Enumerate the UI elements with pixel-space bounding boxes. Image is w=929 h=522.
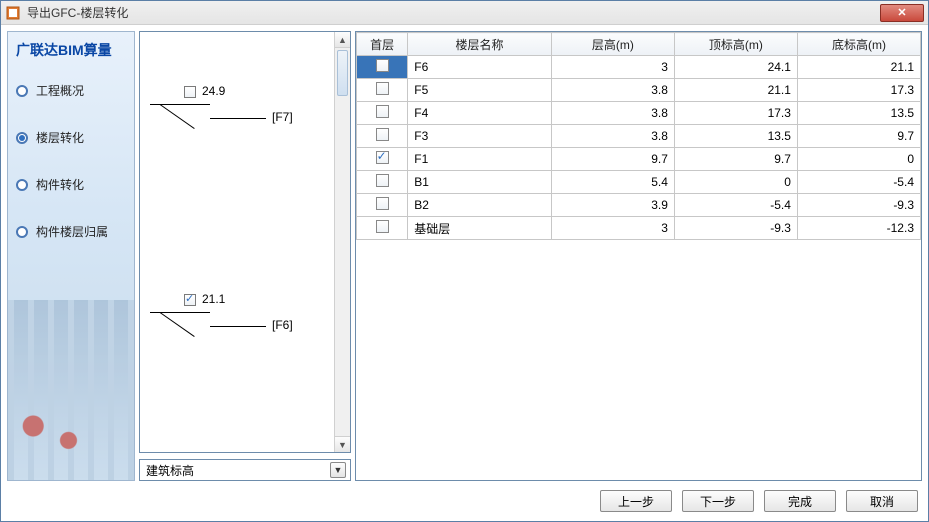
table-row[interactable]: F53.821.117.3 [357, 79, 921, 102]
cell-top: 24.1 [674, 56, 797, 79]
cell-name: F6 [408, 56, 552, 79]
sidebar-item-1[interactable]: 楼层转化 [14, 125, 128, 150]
col-header[interactable]: 顶标高(m) [674, 33, 797, 56]
select-value: 建筑标高 [146, 462, 194, 479]
cell-bottom: 0 [797, 148, 920, 171]
radio-icon [16, 132, 28, 144]
cell-top: 21.1 [674, 79, 797, 102]
cell-top: -9.3 [674, 217, 797, 240]
elevation-type-select[interactable]: 建筑标高 ▼ [139, 459, 351, 481]
col-header[interactable]: 底标高(m) [797, 33, 920, 56]
row-checkbox[interactable] [376, 197, 389, 210]
sidebar-item-label: 构件转化 [36, 176, 84, 193]
cell-height: 9.7 [551, 148, 674, 171]
body: 广联达BIM算量 工程概况楼层转化构件转化构件楼层归属 24.9 [F7] 21.1… [1, 25, 928, 487]
radio-icon [16, 179, 28, 191]
sidebar-item-label: 构件楼层归属 [36, 223, 108, 240]
window: 导出GFC-楼层转化 ✕ 广联达BIM算量 工程概况楼层转化构件转化构件楼层归属… [0, 0, 929, 522]
row-checkbox[interactable] [376, 128, 389, 141]
scroll-thumb[interactable] [337, 50, 348, 96]
table-row[interactable]: F43.817.313.5 [357, 102, 921, 125]
floor-mark-elev: 24.9 [202, 84, 225, 98]
preview-canvas: 24.9 [F7] 21.1 [F6] ▲ ▼ [139, 31, 351, 453]
cell-name: F5 [408, 79, 552, 102]
cell-height: 3 [551, 217, 674, 240]
cell-height: 5.4 [551, 171, 674, 194]
table-row[interactable]: B15.40-5.4 [357, 171, 921, 194]
row-checkbox[interactable] [376, 151, 389, 164]
col-header[interactable]: 层高(m) [551, 33, 674, 56]
cell-name: B2 [408, 194, 552, 217]
cell-top: -5.4 [674, 194, 797, 217]
cell-height: 3.8 [551, 79, 674, 102]
cell-top: 13.5 [674, 125, 797, 148]
titlebar: 导出GFC-楼层转化 ✕ [1, 1, 928, 25]
cell-top: 17.3 [674, 102, 797, 125]
col-header[interactable]: 楼层名称 [408, 33, 552, 56]
table-row[interactable]: B23.9-5.4-9.3 [357, 194, 921, 217]
preview-scrollbar[interactable]: ▲ ▼ [334, 32, 350, 452]
sidebar: 广联达BIM算量 工程概况楼层转化构件转化构件楼层归属 [7, 31, 135, 481]
prev-button[interactable]: 上一步 [600, 490, 672, 512]
row-checkbox[interactable] [376, 174, 389, 187]
close-button[interactable]: ✕ [880, 4, 924, 22]
sidebar-item-3[interactable]: 构件楼层归属 [14, 219, 128, 244]
cell-bottom: 9.7 [797, 125, 920, 148]
table-row[interactable]: F6324.121.1 [357, 56, 921, 79]
cell-height: 3.8 [551, 102, 674, 125]
cell-bottom: -12.3 [797, 217, 920, 240]
window-title: 导出GFC-楼层转化 [27, 4, 880, 21]
sidebar-item-label: 工程概况 [36, 82, 84, 99]
cell-bottom: 13.5 [797, 102, 920, 125]
cell-top: 9.7 [674, 148, 797, 171]
floor-mark-label: [F7] [272, 110, 293, 124]
floor-table-container: 首层楼层名称层高(m)顶标高(m)底标高(m) F6324.121.1F53.8… [355, 31, 922, 481]
app-icon [5, 5, 21, 21]
footer: 上一步 下一步 完成 取消 [1, 487, 928, 521]
cell-name: F1 [408, 148, 552, 171]
floor-mark-checkbox[interactable] [184, 294, 196, 306]
sidebar-decoration [8, 300, 134, 480]
floor-mark-checkbox[interactable] [184, 86, 196, 98]
cell-bottom: -9.3 [797, 194, 920, 217]
cell-name: F3 [408, 125, 552, 148]
cell-height: 3 [551, 56, 674, 79]
row-checkbox[interactable] [376, 59, 389, 72]
sidebar-item-0[interactable]: 工程概况 [14, 78, 128, 103]
radio-icon [16, 85, 28, 97]
cell-bottom: 21.1 [797, 56, 920, 79]
col-header[interactable]: 首层 [357, 33, 408, 56]
cell-height: 3.9 [551, 194, 674, 217]
floor-table: 首层楼层名称层高(m)顶标高(m)底标高(m) F6324.121.1F53.8… [356, 32, 921, 240]
row-checkbox[interactable] [376, 105, 389, 118]
cell-height: 3.8 [551, 125, 674, 148]
cell-name: 基础层 [408, 217, 552, 240]
cell-name: B1 [408, 171, 552, 194]
cell-bottom: 17.3 [797, 79, 920, 102]
sidebar-item-2[interactable]: 构件转化 [14, 172, 128, 197]
radio-icon [16, 226, 28, 238]
cell-name: F4 [408, 102, 552, 125]
table-row[interactable]: F19.79.70 [357, 148, 921, 171]
floor-mark-elev: 21.1 [202, 292, 225, 306]
finish-button[interactable]: 完成 [764, 490, 836, 512]
row-checkbox[interactable] [376, 82, 389, 95]
chevron-down-icon: ▼ [330, 462, 346, 478]
table-row[interactable]: F33.813.59.7 [357, 125, 921, 148]
scroll-down-icon[interactable]: ▼ [335, 436, 350, 452]
middle-panel: 24.9 [F7] 21.1 [F6] ▲ ▼ 建筑标高 ▼ [139, 31, 351, 481]
next-button[interactable]: 下一步 [682, 490, 754, 512]
cancel-button[interactable]: 取消 [846, 490, 918, 512]
sidebar-item-label: 楼层转化 [36, 129, 84, 146]
cell-bottom: -5.4 [797, 171, 920, 194]
close-icon: ✕ [897, 6, 906, 19]
table-row[interactable]: 基础层3-9.3-12.3 [357, 217, 921, 240]
floor-mark-label: [F6] [272, 318, 293, 332]
scroll-up-icon[interactable]: ▲ [335, 32, 350, 48]
brand-title: 广联达BIM算量 [14, 40, 128, 60]
cell-top: 0 [674, 171, 797, 194]
row-checkbox[interactable] [376, 220, 389, 233]
